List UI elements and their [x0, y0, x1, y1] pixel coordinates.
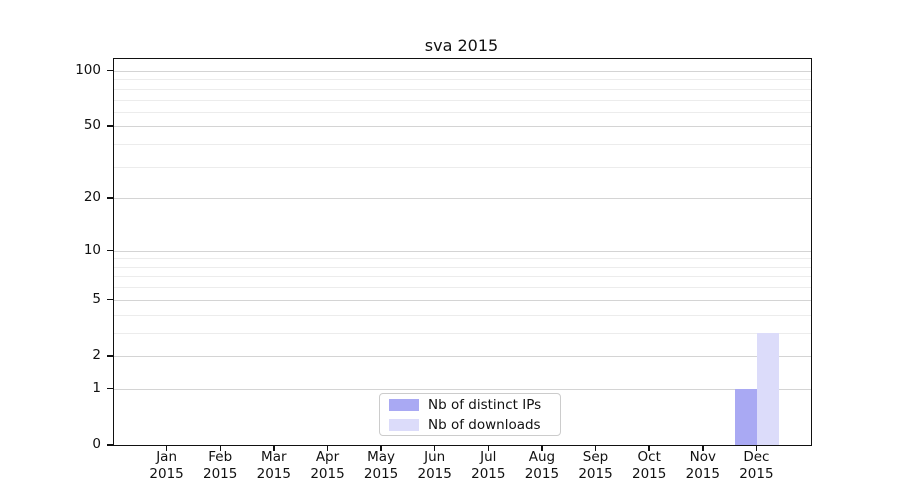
x-tick-year: 2015: [739, 466, 774, 482]
x-tick-label: Aug 2015: [500, 449, 584, 483]
x-tick-mark: [273, 445, 275, 451]
x-tick-mark: [326, 445, 329, 451]
y-tick-label: 50: [83, 117, 101, 134]
major-gridline: [114, 299, 811, 301]
major-gridline: [114, 356, 811, 357]
legend-swatch: [389, 418, 419, 431]
x-tick-year: 2015: [524, 466, 560, 482]
minor-gridline: [114, 79, 811, 81]
major-gridline: [114, 70, 811, 72]
x-tick-year: 2015: [203, 466, 238, 482]
x-tick-mark: [648, 445, 650, 451]
x-tick-month: Sep: [582, 449, 609, 465]
minor-gridline: [114, 166, 811, 168]
y-tick-mark: [107, 298, 113, 301]
x-tick-year: 2015: [417, 466, 452, 482]
bar-downloads: [757, 332, 780, 445]
x-tick-label: Jan 2015: [125, 449, 209, 483]
minor-gridline: [114, 258, 811, 260]
y-tick-label: 10: [83, 241, 101, 258]
legend: Nb of distinct IPs Nb of downloads: [379, 393, 561, 436]
legend-swatch: [389, 398, 419, 411]
x-tick-mark: [487, 445, 490, 451]
x-tick-label: Feb 2015: [178, 449, 262, 483]
plot-area: Nb of distinct IPs Nb of downloads: [113, 58, 812, 446]
x-tick-label: Nov 2015: [661, 449, 745, 483]
y-tick-mark: [107, 444, 113, 446]
major-gridline: [114, 198, 811, 200]
x-tick-mark: [433, 445, 436, 451]
x-tick-year: 2015: [632, 466, 667, 482]
x-tick-year: 2015: [149, 466, 184, 482]
x-tick-month: Aug: [528, 449, 556, 465]
x-tick-mark: [165, 445, 168, 451]
x-tick-year: 2015: [310, 466, 345, 482]
x-tick-year: 2015: [256, 466, 291, 482]
x-tick-mark: [755, 445, 758, 451]
bar-distinct-ips: [735, 388, 758, 445]
x-tick-mark: [594, 445, 597, 451]
x-tick-year: 2015: [685, 466, 720, 482]
legend-item: Nb of distinct IPs: [389, 397, 551, 413]
chart-title: sva 2015: [424, 36, 499, 55]
x-tick-label: Apr 2015: [286, 449, 370, 483]
y-tick-mark: [107, 69, 113, 72]
major-gridline: [114, 250, 811, 252]
y-tick-mark: [107, 125, 113, 127]
x-tick-label: Jun 2015: [393, 449, 477, 483]
x-tick-year: 2015: [363, 466, 399, 482]
x-tick-month: May: [367, 449, 396, 465]
minor-gridline: [114, 287, 811, 289]
x-tick-month: Nov: [689, 449, 716, 465]
minor-gridline: [114, 276, 811, 278]
x-tick-label: May 2015: [339, 449, 423, 483]
y-tick-mark: [107, 197, 113, 199]
minor-gridline: [114, 332, 811, 334]
minor-gridline: [114, 99, 811, 101]
x-tick-label: Mar 2015: [232, 449, 316, 483]
y-tick-label: 100: [75, 61, 101, 78]
x-tick-month: Jun: [424, 449, 446, 465]
x-tick-mark: [541, 445, 543, 451]
y-tick-label: 5: [92, 290, 101, 307]
minor-gridline: [114, 144, 811, 145]
x-tick-year: 2015: [471, 466, 506, 482]
x-tick-month: Feb: [208, 449, 233, 465]
y-tick-mark: [107, 387, 113, 390]
legend-item: Nb of downloads: [389, 417, 551, 433]
x-tick-mark: [380, 445, 382, 451]
x-tick-month: Jul: [480, 449, 497, 465]
legend-label: Nb of distinct IPs: [428, 396, 542, 413]
y-tick-label: 0: [92, 436, 101, 452]
x-tick-month: Apr: [315, 449, 340, 465]
minor-gridline: [114, 314, 811, 316]
x-tick-mark: [702, 445, 704, 451]
legend-label: Nb of downloads: [428, 416, 541, 433]
x-tick-mark: [219, 445, 221, 451]
minor-gridline: [114, 266, 811, 268]
x-tick-label: Sep 2015: [554, 449, 638, 483]
x-tick-label: Dec 2015: [714, 449, 798, 483]
x-tick-year: 2015: [578, 466, 613, 482]
x-tick-month: Oct: [637, 449, 661, 465]
y-tick-label: 1: [92, 379, 101, 396]
major-gridline: [114, 388, 811, 390]
minor-gridline: [114, 88, 811, 90]
x-tick-month: Mar: [261, 449, 287, 465]
y-tick-mark: [107, 249, 113, 252]
x-tick-label: Oct 2015: [607, 449, 691, 483]
x-tick-label: Jul 2015: [446, 449, 530, 483]
minor-gridline: [114, 111, 811, 113]
y-tick-mark: [107, 355, 113, 357]
x-tick-month: Jan: [156, 449, 177, 465]
y-tick-label: 2: [92, 347, 101, 363]
major-gridline: [114, 126, 811, 128]
x-tick-month: Dec: [743, 449, 770, 465]
y-tick-label: 20: [83, 189, 101, 206]
